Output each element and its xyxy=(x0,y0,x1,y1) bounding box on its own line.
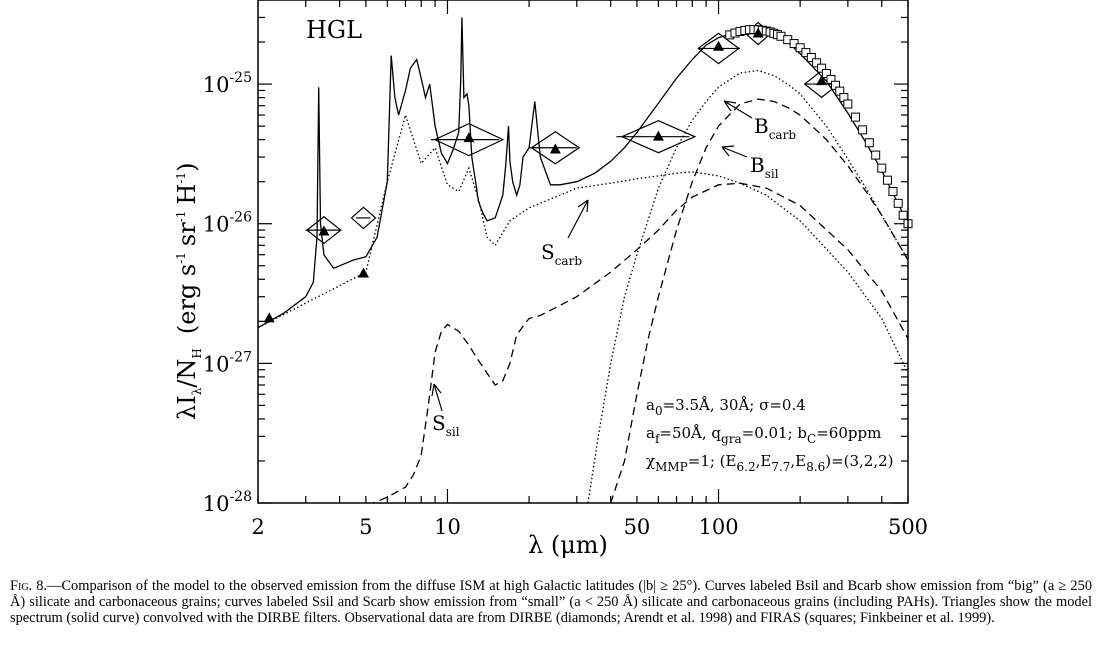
axis-ticks xyxy=(257,0,909,504)
y-label-units2: sr xyxy=(173,222,201,246)
figure-caption: Fig. 8.—Comparison of the model to the o… xyxy=(10,578,1092,627)
y-label-units: (erg s xyxy=(173,264,201,334)
model-curves xyxy=(258,17,908,503)
firas-square xyxy=(821,69,831,79)
series-scarb xyxy=(258,112,908,374)
caption-text: —Comparison of the model to the observed… xyxy=(10,578,1093,627)
model-triangle xyxy=(652,130,664,141)
x-tick-label: 50 xyxy=(624,515,651,539)
y-label-exp1: -1 xyxy=(174,252,188,264)
firas-square xyxy=(812,58,822,68)
y-label-sub: λ xyxy=(190,387,204,395)
y-label-exp2: -1 xyxy=(174,211,188,223)
label-arrows xyxy=(431,100,753,412)
y-axis-label: λIλ/NH(erg s-1sr-1H-1) xyxy=(173,163,204,420)
firas-square xyxy=(795,43,805,53)
firas-square xyxy=(843,99,853,109)
model-triangle xyxy=(549,143,561,154)
x-tick-label: 500 xyxy=(888,515,928,539)
series-bcarb xyxy=(587,69,908,503)
model-triangle xyxy=(713,40,725,51)
plot-frame xyxy=(257,0,909,504)
x-tick-label: 10 xyxy=(434,515,461,539)
dirbe-diamond xyxy=(620,120,697,154)
model-parameters: a0=3.5Å, 30Å; σ=0.4 af=50Å, qgra=0.01; b… xyxy=(646,396,894,474)
x-tick-label: 5 xyxy=(359,515,372,539)
tick-labels: 2 5 10 50 100 500 10-28 10-27 10-26 10-25 xyxy=(203,70,928,539)
model-triangle xyxy=(263,312,275,323)
x-tick-label: 100 xyxy=(698,515,738,539)
model-triangle xyxy=(816,75,828,86)
series-solid xyxy=(258,17,908,329)
series-ssil xyxy=(371,182,908,503)
firas-square xyxy=(871,150,881,160)
firas-square xyxy=(801,48,811,58)
caption-fig-label: Fig. 8. xyxy=(10,578,48,594)
y-label-den: /N xyxy=(173,359,201,388)
curve-labels: Bcarb Bsil Scarb Ssil xyxy=(431,100,796,439)
firas-square xyxy=(882,175,892,185)
y-label-num: λI xyxy=(173,395,201,420)
x-axis-label: λ (μm) xyxy=(528,531,608,559)
label-ssil: Ssil xyxy=(432,411,460,439)
label-bsil: Bsil xyxy=(750,153,779,181)
dirbe-diamond xyxy=(305,216,342,245)
y-tick-label: 10-26 xyxy=(203,210,252,237)
dirbe-diamond xyxy=(350,206,377,230)
firas-square xyxy=(893,198,903,208)
param-line-3: χMMP=1; (E6.2,E7.7,E8.6)=(3,2,2) xyxy=(646,452,894,474)
y-tick-label: 10-27 xyxy=(203,349,252,376)
firas-square xyxy=(898,210,908,220)
y-label-den-sub: H xyxy=(190,348,204,358)
model-triangle xyxy=(463,132,475,143)
model-triangle xyxy=(752,27,764,38)
y-label-exp3: -1 xyxy=(174,172,188,184)
sed-chart: HGL 2 5 10 50 100 500 10-28 10-27 10-26 10-25 λ (… xyxy=(173,0,928,559)
panel-label: HGL xyxy=(306,16,362,44)
firas-square xyxy=(864,138,874,148)
firas-square xyxy=(877,163,887,173)
firas-square xyxy=(817,63,827,73)
firas-square xyxy=(888,187,898,197)
data-markers xyxy=(263,21,913,323)
y-tick-label: 10-28 xyxy=(203,489,252,516)
firas-square xyxy=(858,125,868,135)
model-triangle xyxy=(318,225,330,236)
y-tick-label: 10-25 xyxy=(203,70,252,97)
param-line-1: a0=3.5Å, 30Å; σ=0.4 xyxy=(646,396,806,418)
label-bcarb: Bcarb xyxy=(754,114,796,142)
label-scarb: Scarb xyxy=(541,240,582,268)
param-line-2: af=50Å, qgra=0.01; bC=60ppm xyxy=(646,424,881,446)
x-tick-label: 2 xyxy=(251,515,264,539)
firas-square xyxy=(806,52,816,62)
dirbe-diamond xyxy=(530,131,581,165)
firas-square xyxy=(850,112,860,122)
svg-text:λIλ/NH(erg s-1sr-1H-1): λIλ/NH(erg s-1sr-1H-1) xyxy=(173,163,204,420)
y-label-units3: H xyxy=(173,184,201,205)
dirbe-diamond xyxy=(433,122,505,157)
model-triangle xyxy=(357,267,369,278)
